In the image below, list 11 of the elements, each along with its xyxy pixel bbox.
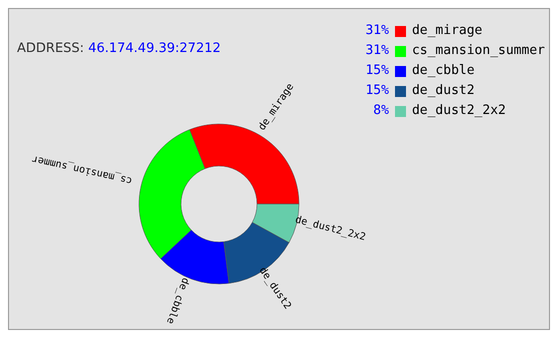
data-label: 31% [364, 42, 389, 60]
data-label: 15% [364, 62, 389, 80]
data-label: 15% [364, 82, 389, 100]
data-label: 31% [364, 22, 389, 40]
legend-label: de_mirage [412, 22, 482, 40]
legend-label: de_cbble [412, 62, 475, 80]
text: ADDRESS: 46.174.49.39:27212 [17, 41, 221, 56]
legend-label: de_dust2_2x2 [412, 102, 506, 120]
legend-label: de_dust2 [412, 82, 475, 100]
data-label: 8% [372, 102, 389, 120]
legend-label: cs_mansion_summer [412, 42, 545, 60]
